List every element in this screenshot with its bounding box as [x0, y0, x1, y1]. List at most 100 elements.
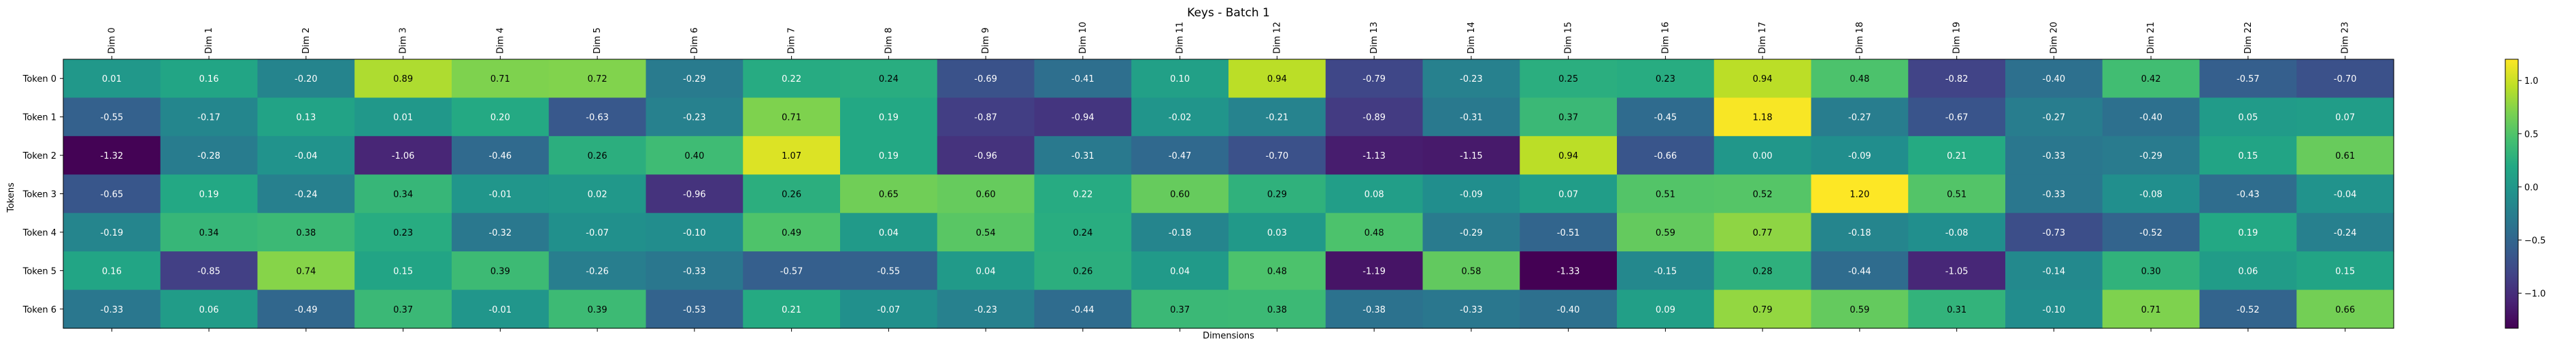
- heatmap-cell: [2102, 136, 2201, 175]
- heatmap-cell: [2199, 97, 2297, 137]
- heatmap-cell: [63, 136, 161, 175]
- heatmap-cell: [2005, 251, 2103, 291]
- heatmap-cell: [354, 289, 452, 329]
- heatmap-cell: [1034, 174, 1132, 214]
- cell-value-label: 1.20: [1850, 190, 1869, 200]
- cell-value-label: -0.23: [1460, 74, 1483, 84]
- cell-value-label: 0.19: [879, 113, 899, 123]
- heatmap-cell: [548, 212, 647, 252]
- cell-value-label: 0.74: [296, 266, 316, 276]
- cell-value-label: -0.69: [974, 74, 997, 84]
- heatmap-cell: [1228, 289, 1326, 329]
- heatmap-cell: [452, 251, 550, 291]
- heatmap-cell: [63, 59, 161, 99]
- heatmap-cell: [257, 136, 355, 175]
- heatmap-cell: [1617, 136, 1715, 175]
- heatmap-cell: [1520, 289, 1618, 329]
- cell-value-label: 0.94: [1558, 151, 1578, 161]
- heatmap-cell: [452, 59, 550, 99]
- cell-value-label: -0.45: [1654, 113, 1677, 123]
- heatmap-cell: [257, 289, 355, 329]
- cell-value-label: 0.37: [393, 305, 413, 315]
- cell-value-label: -0.82: [1945, 74, 1969, 84]
- x-tick-label: Dim 4: [495, 27, 505, 54]
- cell-value-label: 0.49: [782, 228, 801, 238]
- heatmap-cell: [1422, 289, 1520, 329]
- heatmap-cell: [452, 174, 550, 214]
- cell-value-label: 0.60: [1170, 190, 1190, 200]
- heatmap-cell: [1034, 59, 1132, 99]
- cell-value-label: -0.19: [101, 228, 124, 238]
- heatmap-cell: [1034, 251, 1132, 291]
- cell-value-label: 0.71: [490, 74, 510, 84]
- heatmap-cell: [1811, 97, 1909, 137]
- heatmap-cell: [354, 212, 452, 252]
- heatmap-cell: [646, 136, 743, 175]
- x-tick-label: Dim 13: [1369, 22, 1379, 54]
- heatmap-cell: [646, 251, 743, 291]
- cell-value-label: -0.20: [295, 74, 318, 84]
- cell-value-label: 0.21: [782, 305, 801, 315]
- cell-value-label: -0.01: [489, 190, 512, 200]
- heatmap-cell: [646, 289, 743, 329]
- cell-value-label: 0.00: [1753, 151, 1773, 161]
- cell-value-label: -0.04: [295, 151, 318, 161]
- heatmap-cell: [1228, 59, 1326, 99]
- cell-value-label: -0.17: [197, 113, 220, 123]
- heatmap-cell: [840, 174, 938, 214]
- heatmap-cell: [2102, 212, 2201, 252]
- cell-value-label: -0.01: [489, 305, 512, 315]
- cell-value-label: -0.43: [2237, 190, 2260, 200]
- heatmap-cell: [548, 174, 647, 214]
- heatmap-cell: [840, 251, 938, 291]
- cell-value-label: 0.72: [588, 74, 607, 84]
- y-tick-label: Token 6: [22, 305, 56, 315]
- heatmap-cell: [1034, 97, 1132, 137]
- heatmap-cell: [1325, 136, 1424, 175]
- heatmap-cell: [840, 59, 938, 99]
- heatmap-cell: [1811, 59, 1909, 99]
- cell-value-label: -0.79: [1362, 74, 1386, 84]
- cell-value-label: 0.71: [782, 113, 801, 123]
- heatmap-cell: [2296, 174, 2394, 214]
- cell-value-label: -0.26: [586, 266, 609, 276]
- heatmap-cell: [1811, 251, 1909, 291]
- cell-value-label: -0.96: [974, 151, 997, 161]
- cell-value-label: -0.57: [2237, 74, 2260, 84]
- x-tick-label: Dim 11: [1175, 22, 1186, 54]
- heatmap-cell: [452, 212, 550, 252]
- heatmap-cell: [1131, 59, 1229, 99]
- heatmap-cell: [2102, 59, 2201, 99]
- heatmap-cell: [354, 251, 452, 291]
- cell-value-label: -0.18: [1169, 228, 1192, 238]
- cell-value-label: 0.20: [490, 113, 510, 123]
- heatmap-cell: [160, 174, 258, 214]
- cell-value-label: 0.19: [879, 151, 899, 161]
- heatmap-cell: [1713, 251, 1812, 291]
- heatmap-cell: [937, 174, 1035, 214]
- x-tick-label: Dim 23: [2341, 22, 2351, 54]
- cell-value-label: 0.15: [393, 266, 413, 276]
- heatmap-cell: [2199, 289, 2297, 329]
- cell-value-label: 0.04: [976, 266, 996, 276]
- cell-value-label: 0.10: [1170, 74, 1190, 84]
- cell-value-label: 0.26: [782, 190, 801, 200]
- heatmap-cell: [257, 251, 355, 291]
- cell-value-label: -0.33: [101, 305, 124, 315]
- cell-value-label: -0.23: [683, 113, 706, 123]
- heatmap-cell: [63, 174, 161, 214]
- cell-value-label: 0.26: [588, 151, 607, 161]
- cell-value-label: -0.40: [2043, 74, 2066, 84]
- cell-value-label: 0.51: [1947, 190, 1967, 200]
- heatmap-cell: [937, 97, 1035, 137]
- heatmap-cell: [2199, 136, 2297, 175]
- cell-value-label: -0.87: [974, 113, 997, 123]
- heatmap-cell: [1520, 251, 1618, 291]
- cell-value-label: -0.52: [2237, 305, 2260, 315]
- cell-value-label: 0.24: [879, 74, 899, 84]
- heatmap-cell: [1713, 136, 1812, 175]
- colorbar-tick-label: 1.0: [2524, 76, 2539, 86]
- heatmap-cell: [646, 59, 743, 99]
- cell-value-label: 0.52: [1753, 190, 1773, 200]
- cell-value-label: -0.33: [2043, 190, 2066, 200]
